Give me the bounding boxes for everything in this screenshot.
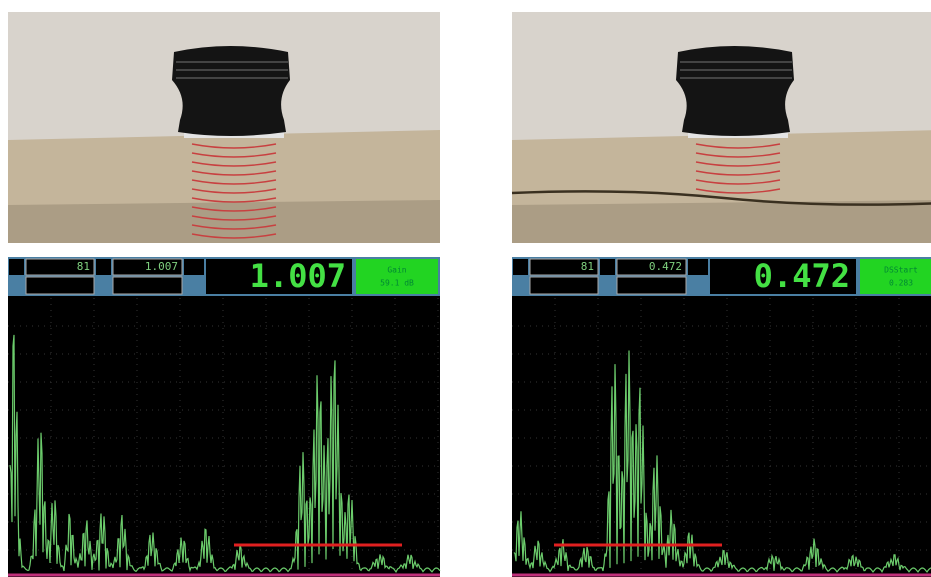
photo-block-face [8, 200, 440, 243]
main-value: 0.472 [754, 257, 850, 295]
param-label: Gain [387, 266, 406, 275]
field-value: 0.472 [649, 260, 682, 273]
field-box-2 [26, 277, 94, 294]
param-value: 59.1 dB [380, 279, 414, 288]
field-box-2 [617, 277, 686, 294]
icon [688, 259, 708, 275]
param-label: DSStart [884, 266, 918, 275]
field-value: 1.007 [145, 260, 178, 273]
field-icon [600, 259, 615, 275]
display [512, 257, 931, 577]
panel: 81 1.007 1.007 Gain 59.1 dB [8, 12, 440, 577]
transducer [172, 46, 290, 136]
transducer [676, 46, 794, 136]
field-value: 81 [77, 260, 90, 273]
scene: 81 1.007 1.007 Gain 59.1 dB 81 0.472 0.472 DSSta… [0, 0, 931, 577]
field-box-2 [530, 277, 598, 294]
field-value: 81 [581, 260, 594, 273]
field-icon [96, 259, 111, 275]
main-value: 1.007 [250, 257, 346, 295]
photo-block-face [512, 200, 931, 243]
panel: 81 0.472 0.472 DSStart 0.283 [512, 12, 931, 577]
field-icon [9, 259, 24, 275]
param-box [356, 259, 438, 294]
field-box-2 [113, 277, 182, 294]
display [8, 257, 440, 577]
param-box [860, 259, 931, 294]
page: {"panels": [ {"field_1": "81", "field_2"… [0, 0, 931, 577]
field-icon [513, 259, 528, 275]
icon [184, 259, 204, 275]
param-value: 0.283 [889, 279, 913, 288]
